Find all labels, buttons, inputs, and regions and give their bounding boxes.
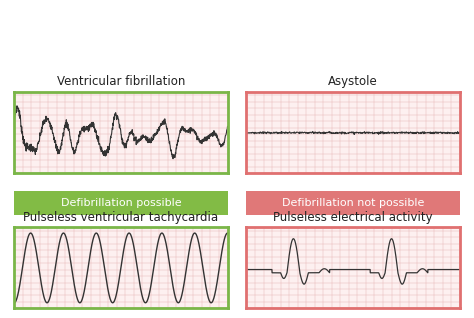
- Text: Asystole: Asystole: [328, 75, 378, 88]
- Text: Defibrillation possible: Defibrillation possible: [61, 198, 181, 208]
- Text: Ventricular fibrillation: Ventricular fibrillation: [57, 75, 185, 88]
- Text: Pulseless ventricular tachycardia: Pulseless ventricular tachycardia: [23, 211, 219, 224]
- Text: Pulseless electrical activity: Pulseless electrical activity: [273, 211, 433, 224]
- Text: Defibrillation not possible: Defibrillation not possible: [282, 198, 424, 208]
